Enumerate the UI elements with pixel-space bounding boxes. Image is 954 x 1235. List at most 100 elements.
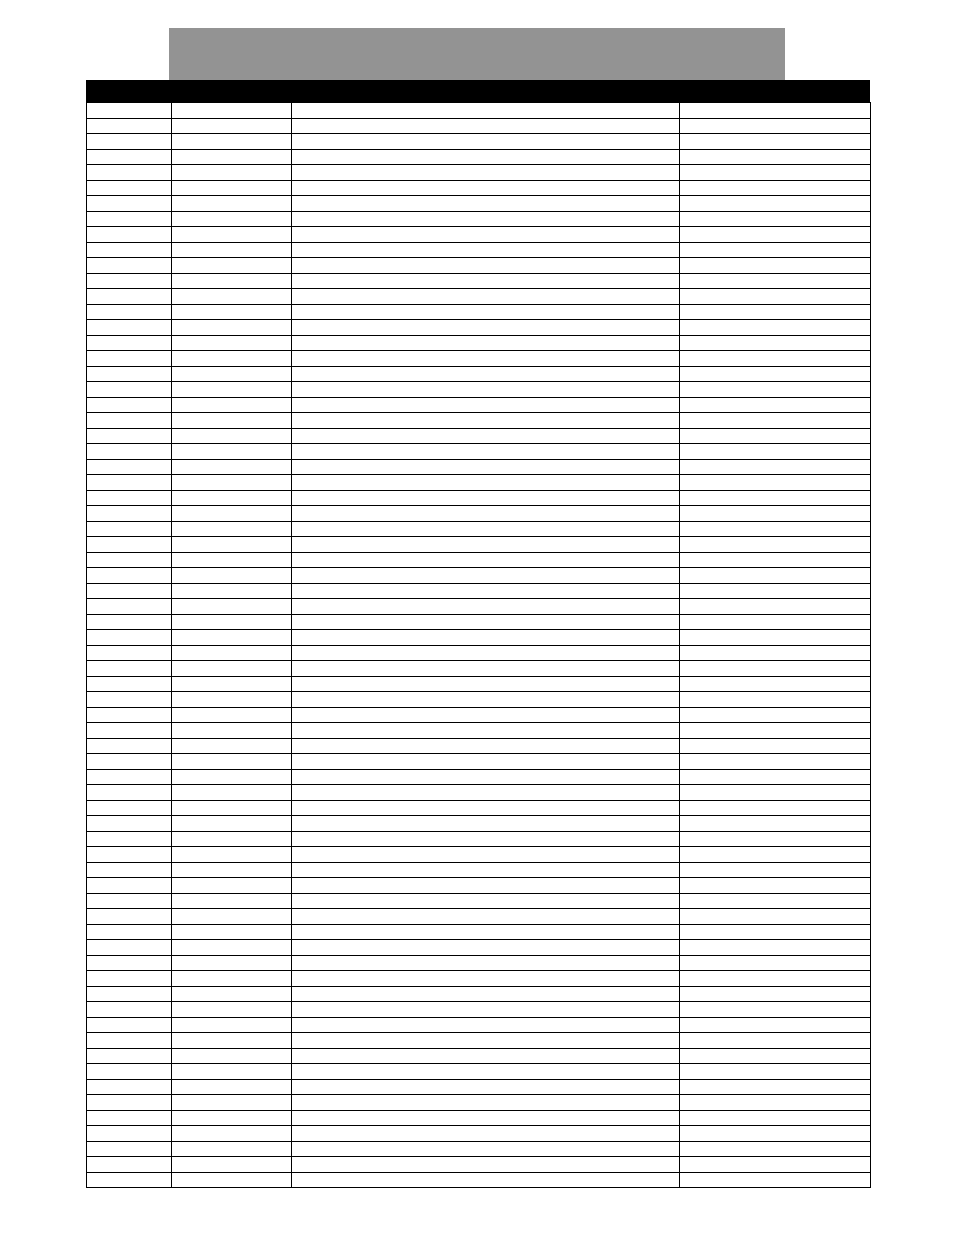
table-cell [172,1172,292,1188]
table-cell [87,242,172,258]
table-cell [172,909,292,925]
table-cell [87,506,172,522]
table-cell [680,1172,871,1188]
table-cell [292,273,680,289]
table-row [87,1002,871,1018]
table-row [87,816,871,832]
table-cell [680,211,871,227]
table-cell [172,769,292,785]
table-row [87,459,871,475]
table-row [87,196,871,212]
table-cell [172,862,292,878]
table-row [87,707,871,723]
table-cell [680,320,871,336]
table-cell [172,986,292,1002]
table-row [87,1079,871,1095]
table-row [87,583,871,599]
table-row [87,1110,871,1126]
table-cell [87,335,172,351]
table-row [87,397,871,413]
table-cell [680,1157,871,1173]
table-cell [292,971,680,987]
table-cell [680,692,871,708]
table-cell [680,521,871,537]
table-cell [680,537,871,553]
table-cell [292,568,680,584]
table-cell [292,1157,680,1173]
table-cell [680,909,871,925]
table-cell [292,211,680,227]
table-cell [172,785,292,801]
table-row [87,955,871,971]
table-row [87,661,871,677]
table-cell [87,1095,172,1111]
table-cell [292,1064,680,1080]
table-cell [680,568,871,584]
table-row [87,738,871,754]
table-cell [87,304,172,320]
table-cell [680,413,871,429]
table-cell [87,599,172,615]
table-cell [87,1017,172,1033]
table-cell [292,1048,680,1064]
table-row [87,692,871,708]
table-cell [292,862,680,878]
table-cell [292,444,680,460]
table-cell [172,676,292,692]
table-cell [680,149,871,165]
table-row [87,428,871,444]
table-cell [292,149,680,165]
table-cell [292,940,680,956]
table-row [87,847,871,863]
table-cell [680,1079,871,1095]
table-cell [87,180,172,196]
table-cell [172,196,292,212]
table-cell [172,723,292,739]
table-cell [292,475,680,491]
table-cell [172,707,292,723]
table-row [87,1033,871,1049]
table-row [87,614,871,630]
table-cell [172,568,292,584]
table-cell [172,180,292,196]
table-container [86,102,870,1188]
table-cell [87,847,172,863]
table-cell [680,118,871,134]
table-cell [172,537,292,553]
table-row [87,382,871,398]
table-row [87,754,871,770]
table-row [87,366,871,382]
header-bar [86,80,870,102]
table-row [87,1017,871,1033]
table-cell [87,490,172,506]
table-cell [680,862,871,878]
table-cell [172,1002,292,1018]
table-cell [292,909,680,925]
table-cell [680,242,871,258]
table-cell [680,847,871,863]
table-cell [172,382,292,398]
table-row [87,568,871,584]
table-cell [680,1033,871,1049]
table-cell [292,1141,680,1157]
table-cell [87,1157,172,1173]
table-cell [87,1033,172,1049]
table-cell [292,1033,680,1049]
table-cell [172,273,292,289]
table-cell [172,428,292,444]
table-cell [292,382,680,398]
table-cell [292,1095,680,1111]
table-cell [172,630,292,646]
table-row [87,909,871,925]
table-row [87,304,871,320]
table-cell [292,320,680,336]
table-row [87,723,871,739]
table-cell [172,227,292,243]
table-cell [680,1064,871,1080]
table-cell [87,723,172,739]
table-cell [87,893,172,909]
table-cell [172,521,292,537]
table-cell [292,552,680,568]
table-cell [680,893,871,909]
table-cell [292,614,680,630]
